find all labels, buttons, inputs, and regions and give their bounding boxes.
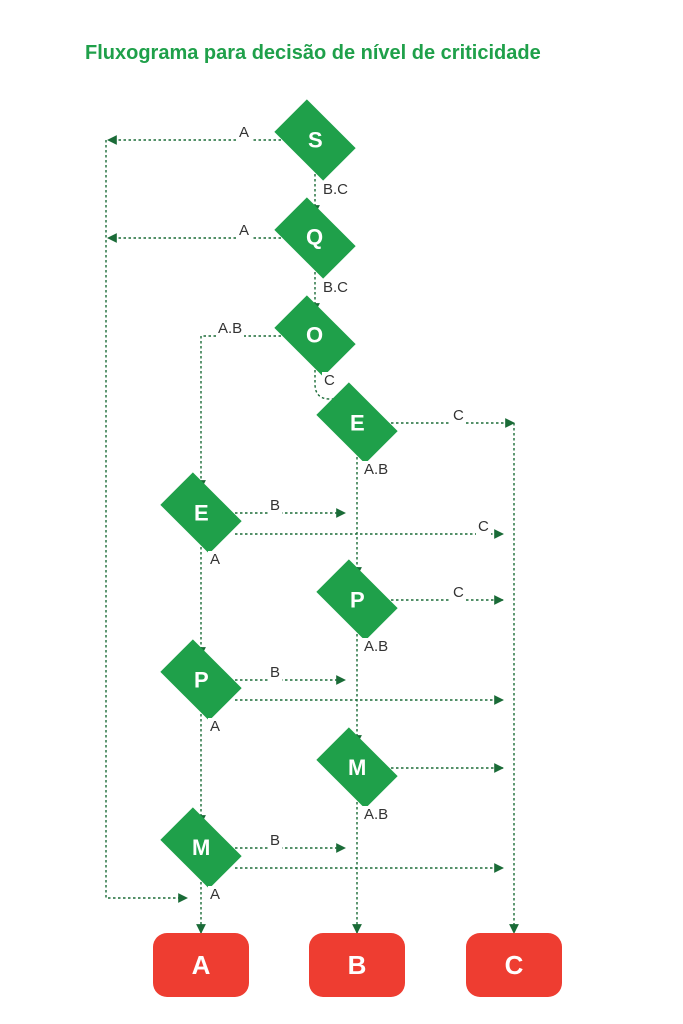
decision-node-M2: M bbox=[160, 807, 241, 888]
edge-label: A bbox=[208, 718, 222, 735]
decision-node-E2: E bbox=[160, 472, 241, 553]
terminal-node-C: C bbox=[466, 933, 562, 997]
edge-label: C bbox=[476, 518, 491, 535]
edge-label: B bbox=[268, 832, 282, 849]
edge-label: A bbox=[237, 124, 251, 141]
edge-label: A.B bbox=[362, 638, 390, 655]
edge-label: A bbox=[237, 222, 251, 239]
edge-label: C bbox=[451, 407, 466, 424]
flowchart-canvas: Fluxograma para decisão de nível de crit… bbox=[0, 0, 683, 1024]
decision-node-E1: E bbox=[316, 382, 397, 463]
edge-label: A bbox=[208, 551, 222, 568]
decision-node-M1: M bbox=[316, 727, 397, 808]
edge-label: B.C bbox=[321, 279, 350, 296]
decision-node-P2: P bbox=[160, 639, 241, 720]
decision-node-label: S bbox=[308, 127, 323, 153]
decision-node-label: E bbox=[194, 500, 209, 526]
decision-node-label: P bbox=[194, 667, 209, 693]
decision-node-S: S bbox=[274, 99, 355, 180]
decision-node-Q: Q bbox=[274, 197, 355, 278]
decision-node-label: O bbox=[306, 323, 323, 349]
decision-node-label: P bbox=[350, 587, 365, 613]
decision-node-O: O bbox=[274, 295, 355, 376]
edge-label: A bbox=[208, 886, 222, 903]
terminal-node-A: A bbox=[153, 933, 249, 997]
terminal-node-B: B bbox=[309, 933, 405, 997]
decision-node-label: M bbox=[348, 755, 366, 781]
edge-label: C bbox=[451, 584, 466, 601]
edge-label: A.B bbox=[362, 461, 390, 478]
decision-node-P1: P bbox=[316, 559, 397, 640]
decision-node-label: E bbox=[350, 410, 365, 436]
edge-label: B.C bbox=[321, 181, 350, 198]
edge-label: B bbox=[268, 497, 282, 514]
chart-title: Fluxograma para decisão de nível de crit… bbox=[85, 42, 541, 65]
edge-label: A.B bbox=[362, 806, 390, 823]
decision-node-label: M bbox=[192, 835, 210, 861]
edge-label: C bbox=[322, 372, 337, 389]
edge-label: A.B bbox=[216, 320, 244, 337]
edge-label: B bbox=[268, 664, 282, 681]
decision-node-label: Q bbox=[306, 225, 323, 251]
